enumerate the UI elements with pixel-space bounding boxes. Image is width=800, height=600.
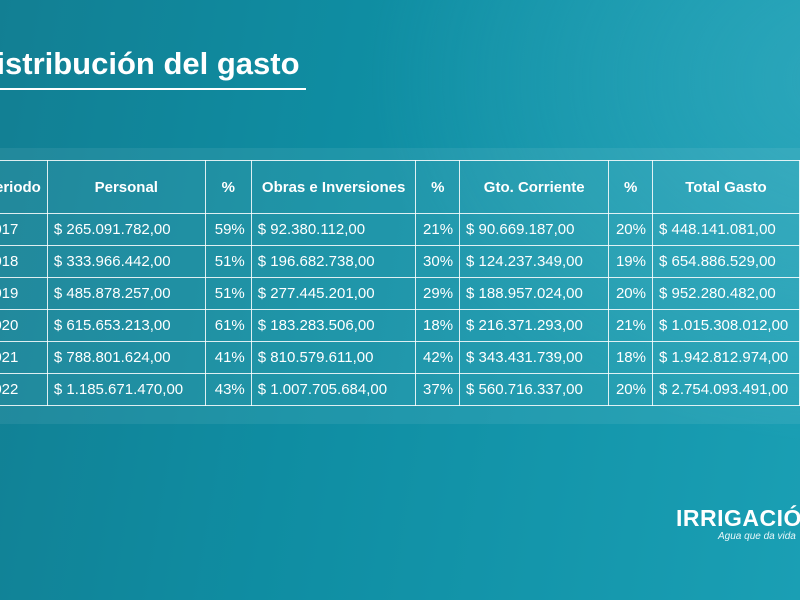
- cell-total: $ 2.754.093.491,00: [651, 373, 800, 406]
- cell-periodo: 2022: [0, 373, 48, 406]
- table-row: 2017 $ 265.091.782,00 59% $ 92.380.112,0…: [0, 213, 800, 246]
- cell-corriente-pct: 19%: [608, 245, 653, 278]
- title-block: Distribución del gasto: [0, 42, 306, 90]
- cell-obras: $ 183.283.506,00: [250, 309, 417, 342]
- cell-total: $ 448.141.081,00: [651, 213, 800, 246]
- header-total: Total Gasto: [651, 160, 800, 214]
- cell-obras: $ 1.007.705.684,00: [250, 373, 417, 406]
- cell-corriente: $ 90.669.187,00: [459, 213, 610, 246]
- cell-obras-pct: 30%: [415, 245, 461, 278]
- cell-personal: $ 485.878.257,00: [46, 277, 206, 310]
- header-corriente-pct: %: [608, 160, 653, 214]
- expense-distribution-table: Periodo Personal % Obras e Inversiones %…: [0, 160, 800, 406]
- cell-corriente-pct: 20%: [608, 373, 653, 406]
- table-row: 2021 $ 788.801.624,00 41% $ 810.579.611,…: [0, 341, 800, 374]
- cell-corriente: $ 216.371.293,00: [459, 309, 610, 342]
- logo-tagline: Agua que da vida: [718, 531, 796, 542]
- cell-personal-pct: 43%: [204, 373, 252, 406]
- header-obras: Obras e Inversiones: [250, 160, 417, 214]
- cell-total: $ 654.886.529,00: [651, 245, 800, 278]
- cell-personal: $ 615.653.213,00: [46, 309, 206, 342]
- cell-periodo: 2021: [0, 341, 48, 374]
- cell-obras-pct: 29%: [415, 277, 461, 310]
- cell-personal: $ 333.966.442,00: [46, 245, 206, 278]
- cell-corriente-pct: 20%: [608, 213, 653, 246]
- cell-total: $ 1.942.812.974,00: [651, 341, 800, 374]
- cell-personal: $ 788.801.624,00: [46, 341, 206, 374]
- cell-obras: $ 92.380.112,00: [250, 213, 417, 246]
- cell-personal-pct: 51%: [204, 245, 252, 278]
- table-row: 2022 $ 1.185.671.470,00 43% $ 1.007.705.…: [0, 373, 800, 406]
- cell-personal-pct: 61%: [204, 309, 252, 342]
- cell-personal-pct: 59%: [204, 213, 252, 246]
- cell-periodo: 2020: [0, 309, 48, 342]
- header-obras-pct: %: [415, 160, 461, 214]
- cell-personal-pct: 51%: [204, 277, 252, 310]
- header-periodo: Periodo: [0, 160, 48, 214]
- cell-periodo: 2018: [0, 245, 48, 278]
- header-corriente: Gto. Corriente: [459, 160, 610, 214]
- cell-corriente-pct: 18%: [608, 341, 653, 374]
- table-container: Periodo Personal % Obras e Inversiones %…: [0, 160, 800, 406]
- cell-total: $ 1.015.308.012,00: [651, 309, 800, 342]
- cell-corriente: $ 343.431.739,00: [459, 341, 610, 374]
- table-row: 2020 $ 615.653.213,00 61% $ 183.283.506,…: [0, 309, 800, 342]
- cell-obras-pct: 21%: [415, 213, 461, 246]
- irrigacion-logo: IRRIGACIÓN Agua que da vida: [676, 505, 800, 549]
- cell-corriente: $ 188.957.024,00: [459, 277, 610, 310]
- page-title: Distribución del gasto: [0, 46, 300, 81]
- table-row: 2018 $ 333.966.442,00 51% $ 196.682.738,…: [0, 245, 800, 278]
- cell-obras-pct: 42%: [415, 341, 461, 374]
- table-header-row: Periodo Personal % Obras e Inversiones %…: [0, 160, 800, 214]
- cell-obras-pct: 37%: [415, 373, 461, 406]
- header-personal-pct: %: [204, 160, 252, 214]
- cell-obras: $ 196.682.738,00: [250, 245, 417, 278]
- cell-periodo: 2019: [0, 277, 48, 310]
- cell-corriente: $ 124.237.349,00: [459, 245, 610, 278]
- cell-obras-pct: 18%: [415, 309, 461, 342]
- cell-periodo: 2017: [0, 213, 48, 246]
- cell-personal-pct: 41%: [204, 341, 252, 374]
- header-personal: Personal: [46, 160, 206, 214]
- cell-obras: $ 277.445.201,00: [250, 277, 417, 310]
- cell-personal: $ 265.091.782,00: [46, 213, 206, 246]
- cell-personal: $ 1.185.671.470,00: [46, 373, 206, 406]
- cell-total: $ 952.280.482,00: [651, 277, 800, 310]
- cell-corriente: $ 560.716.337,00: [459, 373, 610, 406]
- logo-wordmark: IRRIGACIÓN: [676, 505, 800, 531]
- table-row: 2019 $ 485.878.257,00 51% $ 277.445.201,…: [0, 277, 800, 310]
- cell-obras: $ 810.579.611,00: [250, 341, 417, 374]
- title-underline: [0, 88, 306, 90]
- cell-corriente-pct: 20%: [608, 277, 653, 310]
- cell-corriente-pct: 21%: [608, 309, 653, 342]
